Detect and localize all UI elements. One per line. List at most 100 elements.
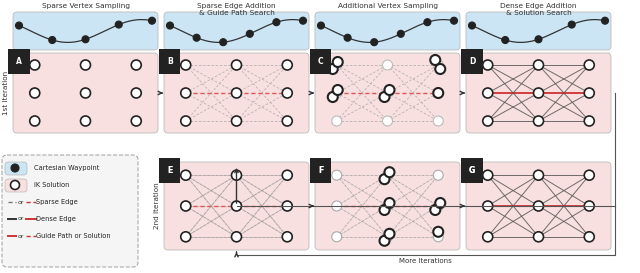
FancyBboxPatch shape [315,53,460,133]
Circle shape [332,60,342,70]
Text: D: D [469,57,476,66]
Circle shape [383,88,392,98]
Circle shape [483,232,493,242]
Circle shape [483,201,493,211]
FancyBboxPatch shape [164,53,309,133]
FancyBboxPatch shape [315,162,460,250]
Circle shape [435,198,445,208]
FancyBboxPatch shape [315,12,460,50]
Circle shape [332,170,342,180]
Circle shape [220,39,227,46]
Circle shape [483,60,493,70]
Text: F: F [318,166,323,175]
Text: C: C [318,57,324,66]
Circle shape [49,37,56,43]
Text: Sparse Edge Addition
& Guide Path Search: Sparse Edge Addition & Guide Path Search [197,3,276,16]
Circle shape [328,92,338,102]
Circle shape [273,19,280,26]
Circle shape [424,19,431,26]
Circle shape [333,85,343,95]
Circle shape [232,88,241,98]
Circle shape [180,116,191,126]
Text: Cartesian Waypoint: Cartesian Waypoint [34,165,99,171]
Circle shape [11,164,19,172]
Circle shape [282,232,292,242]
Circle shape [246,30,253,37]
FancyBboxPatch shape [466,12,611,50]
Circle shape [232,201,241,211]
Text: A: A [16,57,22,66]
Circle shape [148,17,156,24]
Circle shape [282,116,292,126]
Circle shape [433,170,444,180]
Circle shape [468,22,476,29]
Circle shape [232,170,241,180]
Text: D: D [469,57,476,66]
Circle shape [232,232,241,242]
Circle shape [29,88,40,98]
Circle shape [166,22,173,29]
Text: Sparse Edge: Sparse Edge [36,199,77,205]
Circle shape [193,34,200,41]
Circle shape [131,88,141,98]
Circle shape [433,88,444,98]
Circle shape [81,60,90,70]
Circle shape [385,198,394,208]
Circle shape [534,232,543,242]
Circle shape [433,201,444,211]
Circle shape [534,116,543,126]
Circle shape [397,30,404,37]
Circle shape [383,116,392,126]
Circle shape [344,34,351,41]
Circle shape [383,170,392,180]
Circle shape [332,232,342,242]
Text: A: A [16,57,22,66]
FancyBboxPatch shape [466,53,611,133]
Circle shape [282,88,292,98]
Circle shape [534,88,543,98]
Circle shape [328,64,338,74]
Circle shape [371,39,378,46]
Circle shape [180,232,191,242]
Circle shape [131,60,141,70]
Text: F: F [318,166,323,175]
Circle shape [232,60,241,70]
Text: E: E [167,166,172,175]
Circle shape [380,236,390,246]
Text: 2nd Iteration: 2nd Iteration [154,183,160,229]
Circle shape [534,201,543,211]
FancyBboxPatch shape [2,155,138,267]
Text: B: B [167,57,173,66]
Circle shape [180,88,191,98]
Text: or: or [18,233,24,239]
FancyBboxPatch shape [5,162,27,175]
Circle shape [282,60,292,70]
Circle shape [451,17,458,24]
Circle shape [568,21,575,28]
FancyBboxPatch shape [13,12,158,50]
FancyBboxPatch shape [5,179,27,192]
Circle shape [584,88,595,98]
Circle shape [333,57,343,67]
Circle shape [430,205,440,215]
Circle shape [584,232,595,242]
Circle shape [332,201,342,211]
Circle shape [584,201,595,211]
Circle shape [380,92,390,102]
Circle shape [282,201,292,211]
Circle shape [180,60,191,70]
Text: G: G [469,166,476,175]
Circle shape [317,22,324,29]
Text: Additional Vertex Sampling: Additional Vertex Sampling [337,3,438,9]
Circle shape [383,201,392,211]
Circle shape [433,227,444,237]
Circle shape [82,36,89,43]
Circle shape [180,201,191,211]
Circle shape [385,85,394,95]
Circle shape [534,170,543,180]
Circle shape [435,64,445,74]
Circle shape [383,232,392,242]
Text: B: B [167,57,173,66]
Text: Sparse Vertex Sampling: Sparse Vertex Sampling [42,3,129,9]
Circle shape [385,229,394,239]
